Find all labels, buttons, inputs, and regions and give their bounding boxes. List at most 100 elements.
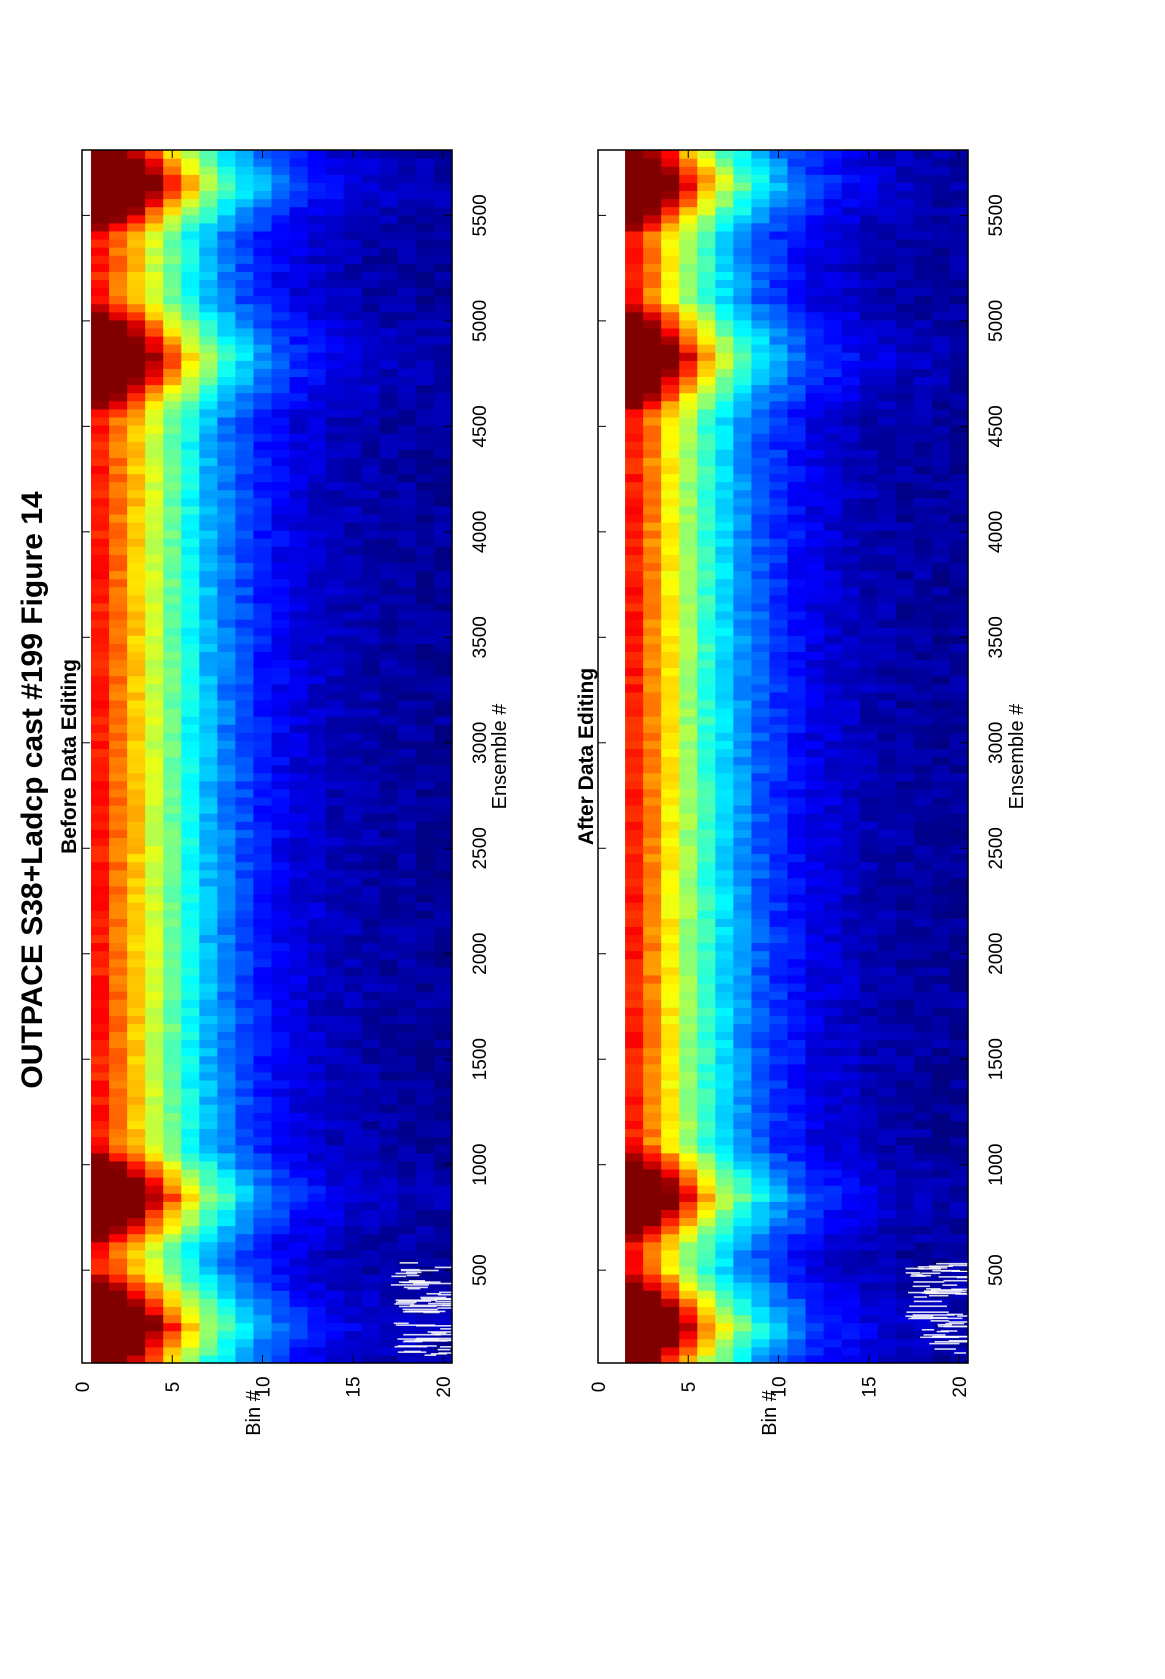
heatmap-cell bbox=[859, 1298, 879, 1307]
heatmap-cell bbox=[841, 813, 861, 822]
heatmap-cell bbox=[733, 999, 753, 1008]
heatmap-cell bbox=[379, 1241, 399, 1251]
heatmap-cell bbox=[91, 481, 110, 491]
heatmap-cell bbox=[199, 821, 218, 830]
heatmap-cell bbox=[307, 926, 327, 936]
heatmap-cell bbox=[109, 934, 128, 944]
heatmap-cell bbox=[217, 1193, 237, 1202]
heatmap-cell bbox=[343, 1274, 363, 1283]
heatmap-cell bbox=[361, 1225, 381, 1235]
heatmap-cell bbox=[343, 1144, 363, 1154]
heatmap-cell bbox=[715, 861, 734, 871]
heatmap-cell bbox=[841, 732, 861, 741]
heatmap-cell bbox=[325, 610, 345, 620]
heatmap-cell bbox=[433, 1322, 453, 1332]
heatmap-cell bbox=[271, 1330, 291, 1340]
heatmap-cell bbox=[769, 1015, 789, 1024]
heatmap-cell bbox=[715, 1128, 734, 1138]
heatmap-cell bbox=[361, 481, 381, 491]
heatmap-cell bbox=[931, 1282, 951, 1291]
heatmap-cell bbox=[361, 1298, 381, 1307]
heatmap-cell bbox=[733, 562, 753, 572]
heatmap-cell bbox=[949, 796, 969, 806]
heatmap-cell bbox=[253, 497, 273, 507]
heatmap-cell bbox=[859, 926, 879, 936]
heatmap-cell bbox=[859, 1007, 879, 1016]
heatmap-cell bbox=[307, 271, 327, 280]
heatmap-cell bbox=[733, 627, 753, 636]
heatmap-cell bbox=[415, 1217, 435, 1227]
heatmap-cell bbox=[679, 1160, 698, 1170]
heatmap-cell bbox=[145, 732, 164, 741]
heatmap-cell bbox=[859, 885, 879, 895]
heatmap-cell bbox=[433, 659, 453, 669]
heatmap-cell bbox=[109, 392, 128, 402]
heatmap-cell bbox=[931, 1031, 951, 1041]
heatmap-cell bbox=[787, 942, 807, 952]
heatmap-cell bbox=[325, 279, 345, 289]
heatmap-cell bbox=[235, 594, 255, 604]
heatmap-cell bbox=[859, 1015, 879, 1024]
heatmap-cell bbox=[289, 1055, 309, 1065]
heatmap-cell bbox=[859, 982, 879, 992]
heatmap-cell bbox=[289, 222, 309, 232]
heatmap-cell bbox=[109, 546, 128, 555]
heatmap-cell bbox=[181, 554, 200, 564]
heatmap-cell bbox=[415, 489, 435, 499]
heatmap-cell bbox=[361, 174, 381, 183]
heatmap-cell bbox=[625, 1354, 644, 1364]
heatmap-cell bbox=[805, 934, 825, 944]
heatmap-cell bbox=[253, 869, 273, 879]
heatmap-cell bbox=[325, 788, 345, 798]
heatmap-cell bbox=[415, 1096, 435, 1105]
heatmap-cell bbox=[199, 869, 218, 879]
heatmap-cell bbox=[751, 1282, 771, 1291]
heatmap-cell bbox=[343, 1007, 363, 1016]
heatmap-cell bbox=[127, 780, 146, 790]
heatmap-cell bbox=[271, 942, 291, 952]
heatmap-cell bbox=[787, 861, 807, 871]
heatmap-cell bbox=[715, 1104, 734, 1113]
heatmap-cell bbox=[289, 497, 309, 507]
heatmap-cell bbox=[109, 780, 128, 790]
heatmap-cell bbox=[643, 1128, 662, 1138]
heatmap-cell bbox=[823, 934, 843, 944]
heatmap-cell bbox=[289, 958, 309, 968]
heatmap-cell bbox=[859, 1096, 879, 1105]
heatmap-cell bbox=[253, 942, 273, 952]
heatmap-cell bbox=[433, 902, 453, 911]
heatmap-cell bbox=[235, 408, 255, 418]
heatmap-cell bbox=[343, 546, 363, 555]
heatmap-cell bbox=[751, 902, 771, 911]
heatmap-cell bbox=[433, 991, 453, 1000]
heatmap-cell bbox=[163, 1257, 182, 1267]
heatmap-cell bbox=[217, 1112, 237, 1121]
heatmap-cell bbox=[109, 182, 128, 192]
heatmap-cell bbox=[877, 748, 897, 758]
heatmap-cell bbox=[913, 1233, 933, 1243]
heatmap-cell bbox=[181, 416, 200, 426]
heatmap-cell bbox=[625, 1282, 644, 1291]
heatmap-cell bbox=[697, 691, 716, 701]
heatmap-cell bbox=[949, 635, 969, 644]
heatmap-cell bbox=[643, 1047, 662, 1057]
heatmap-cell bbox=[913, 853, 933, 863]
heatmap-cell bbox=[895, 740, 915, 750]
heatmap-cell bbox=[841, 861, 861, 871]
heatmap-cell bbox=[625, 1330, 644, 1340]
heatmap-cell bbox=[271, 562, 291, 572]
heatmap-cell bbox=[859, 829, 879, 838]
heatmap-cell bbox=[253, 1322, 273, 1332]
heatmap-cell bbox=[877, 683, 897, 693]
heatmap-cell bbox=[841, 829, 861, 838]
heatmap-cell bbox=[895, 586, 915, 596]
heatmap-cell bbox=[859, 796, 879, 806]
heatmap-cell bbox=[625, 853, 644, 863]
heatmap-cell bbox=[823, 1201, 843, 1210]
heatmap-cell bbox=[271, 481, 291, 491]
heatmap-cell bbox=[109, 465, 128, 475]
heatmap-cell bbox=[397, 627, 417, 636]
heatmap-cell bbox=[217, 570, 237, 580]
masked-cell bbox=[408, 1280, 426, 1282]
heatmap-cell bbox=[127, 1209, 146, 1219]
